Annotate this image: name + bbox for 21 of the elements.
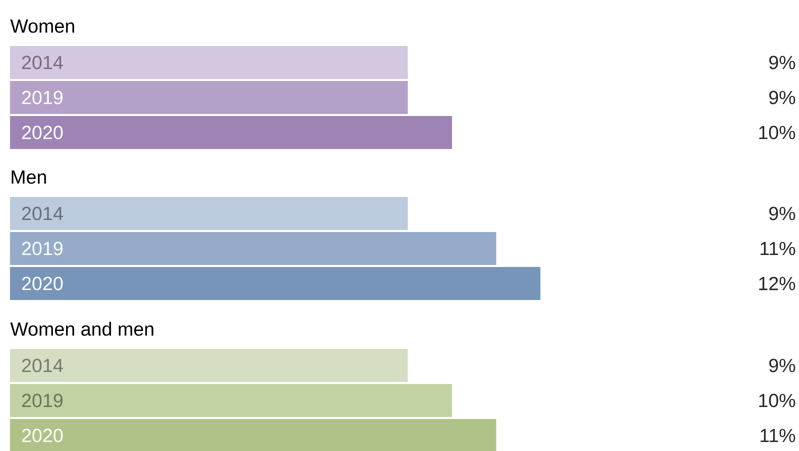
data-label: 11% [760, 428, 796, 442]
y-tick-label: 2014 [22, 206, 63, 220]
data-label: 9% [769, 358, 796, 372]
y-tick-label: 2020 [22, 428, 63, 442]
data-label: 9% [769, 206, 796, 220]
y-tick-label: 2020 [22, 276, 63, 290]
data-label: 11% [760, 242, 796, 256]
data-label: 10% [759, 126, 796, 140]
data-label: 10% [759, 394, 796, 408]
y-tick-label: 2019 [22, 90, 63, 104]
y-tick-label: 2014 [22, 358, 63, 372]
data-label: 9% [769, 56, 796, 70]
chart-title: Men [12, 170, 46, 184]
chart-title: Women [10, 20, 74, 33]
y-tick-label: 2019 [22, 242, 63, 256]
data-label: 9% [769, 90, 796, 104]
y-tick-label: 2020 [22, 126, 63, 140]
chart-title: Women and men [10, 322, 154, 336]
y-tick-label: 2019 [22, 394, 63, 408]
y-tick-label: 2014 [22, 56, 63, 70]
data-label: 12% [759, 276, 796, 290]
